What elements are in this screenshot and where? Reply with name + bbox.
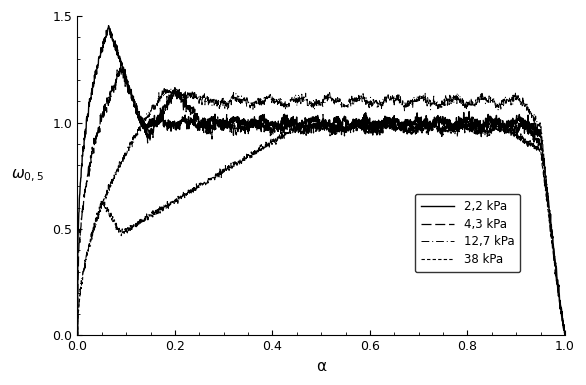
2,2 kPa [561,333,568,338]
12,7 kPa [298,95,305,100]
X-axis label: α: α [316,359,326,374]
12,7 kPa [548,226,555,230]
2,2 kPa [547,225,554,229]
Line: 38 kPa: 38 kPa [77,122,565,334]
38 kPa [547,232,554,237]
2,2 kPa [548,223,555,228]
4,3 kPa [74,333,81,338]
4,3 kPa [561,333,568,338]
Line: 12,7 kPa: 12,7 kPa [77,88,565,335]
2,2 kPa [74,333,81,338]
38 kPa [458,127,465,132]
12,7 kPa [99,202,106,207]
38 kPa [548,233,555,238]
38 kPa [311,124,318,128]
38 kPa [74,332,81,336]
Y-axis label: $\omega_{0,5}$: $\omega_{0,5}$ [11,167,44,184]
4,3 kPa [547,226,554,231]
4,3 kPa [98,115,105,120]
38 kPa [74,331,81,335]
12,7 kPa [561,333,568,338]
38 kPa [99,199,106,204]
2,2 kPa [298,118,305,122]
12,7 kPa [547,219,554,224]
4,3 kPa [458,124,465,128]
4,3 kPa [561,333,568,338]
38 kPa [298,130,305,135]
Line: 4,3 kPa: 4,3 kPa [77,64,565,335]
2,2 kPa [458,120,465,124]
12,7 kPa [311,99,318,104]
12,7 kPa [74,333,81,338]
2,2 kPa [74,329,81,333]
4,3 kPa [311,123,318,127]
12,7 kPa [74,333,81,338]
2,2 kPa [311,115,318,120]
4,3 kPa [117,62,124,67]
Legend: 2,2 kPa, 4,3 kPa, 12,7 kPa, 38 kPa: 2,2 kPa, 4,3 kPa, 12,7 kPa, 38 kPa [415,194,520,272]
4,3 kPa [298,124,305,128]
Line: 2,2 kPa: 2,2 kPa [77,26,565,335]
2,2 kPa [105,23,112,28]
38 kPa [561,330,568,335]
2,2 kPa [99,49,106,54]
12,7 kPa [162,86,169,90]
38 kPa [356,120,363,125]
4,3 kPa [547,234,554,239]
12,7 kPa [458,101,465,105]
